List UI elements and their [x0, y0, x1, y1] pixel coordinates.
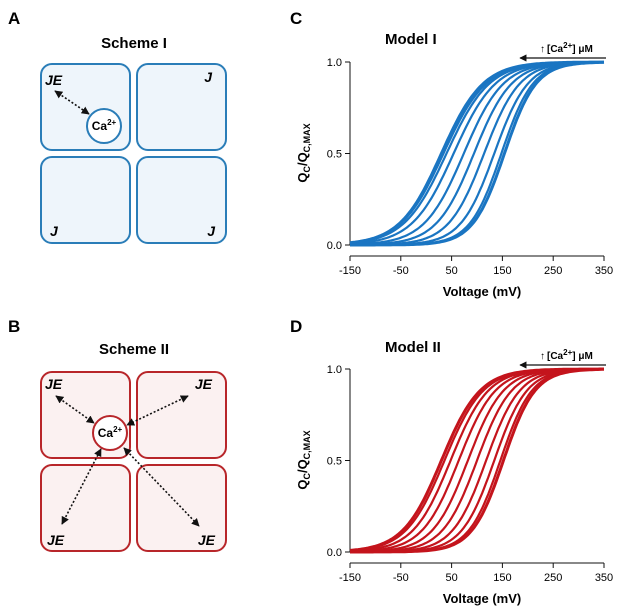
x-tick-label: 50 — [445, 265, 457, 277]
calcium-annotation: ↑ [Ca2+] μM — [540, 41, 593, 55]
x-tick-label: 50 — [445, 572, 457, 584]
y-tick-label: 0.5 — [327, 149, 342, 161]
x-ticks: -150 -50 50 150 250 350 — [339, 256, 613, 277]
x-axis-title: Voltage (mV) — [443, 591, 522, 606]
junction-box-top-right — [136, 63, 227, 151]
x-tick-label: 350 — [595, 572, 613, 584]
x-tick-label: 150 — [493, 265, 511, 277]
qv-curve-10 — [350, 60, 605, 247]
y-tick-label: 0.0 — [327, 547, 342, 559]
chart-plot-area — [349, 60, 605, 247]
x-tick-label: 250 — [544, 265, 562, 277]
y-ticks: 0.0 0.5 1.0 — [327, 364, 350, 559]
x-tick-label: 250 — [544, 572, 562, 584]
panel-letter-b: B — [8, 317, 20, 336]
subunit-label-bottom-right: J — [207, 223, 216, 239]
subunit-label-bottom-right: JE — [198, 532, 216, 548]
subunit-label-top-right: JE — [195, 376, 213, 392]
calcium-site-circle — [92, 415, 128, 451]
subunit-label-bottom-left: JE — [47, 532, 65, 548]
calcium-site-circle — [86, 108, 122, 144]
panel-b: B Scheme II Ca2+ JE JE JE JE — [8, 317, 227, 552]
subunit-label-top-right: J — [204, 69, 213, 85]
y-tick-label: 1.0 — [327, 57, 342, 69]
x-ticks: -150 -50 50 150 250 350 — [339, 563, 613, 584]
calcium-ion-label: Ca2+ — [92, 118, 117, 133]
junction-box-bottom-left — [40, 156, 131, 244]
y-tick-label: 1.0 — [327, 364, 342, 376]
interaction-arrow-tl — [54, 90, 90, 115]
junction-box-bottom-right — [136, 156, 227, 244]
scheme-title-a: Scheme I — [101, 35, 167, 52]
y-ticks: 0.0 0.5 1.0 — [327, 57, 350, 252]
panel-a: A Scheme I Ca2+ JE J J J — [8, 9, 227, 244]
panel-d: D Model II 0.00.51.0 -150 -50 50 150 250 350 … — [290, 317, 613, 606]
chart-title-d: Model II — [385, 339, 441, 356]
x-tick-label: 150 — [493, 572, 511, 584]
scheme-title-b: Scheme II — [99, 341, 169, 358]
x-tick-label: -150 — [339, 572, 361, 584]
x-axis-title: Voltage (mV) — [443, 284, 522, 299]
calcium-ion-label: Ca2+ — [98, 425, 123, 440]
chart-plot-area — [349, 367, 605, 554]
x-tick-label: -150 — [339, 265, 361, 277]
y-axis-title: QC/QC,MAX — [295, 430, 312, 489]
y-axis-title: QC/QC,MAX — [295, 123, 312, 182]
y-tick-label: 0.0 — [327, 240, 342, 252]
panel-letter-a: A — [8, 9, 20, 28]
subunit-label-bottom-left: J — [50, 223, 59, 239]
x-tick-label: -50 — [393, 265, 409, 277]
panel-letter-d: D — [290, 317, 302, 336]
interaction-arrow-tr — [126, 395, 189, 426]
subunit-label-top-left: JE — [45, 72, 63, 88]
calcium-annotation: ↑ [Ca2+] μM — [540, 348, 593, 362]
x-tick-label: 350 — [595, 265, 613, 277]
y-tick-label: 0.5 — [327, 456, 342, 468]
chart-title-c: Model I — [385, 31, 437, 48]
subunit-label-top-left: JE — [45, 376, 63, 392]
junction-box-top-right — [136, 371, 227, 459]
x-tick-label: -50 — [393, 572, 409, 584]
panel-letter-c: C — [290, 9, 302, 28]
panel-c: C Model I 0.0 0.5 1.0 -150 -50 50 150 250 350 V… — [290, 9, 613, 299]
qv-curve-10 — [350, 367, 604, 554]
